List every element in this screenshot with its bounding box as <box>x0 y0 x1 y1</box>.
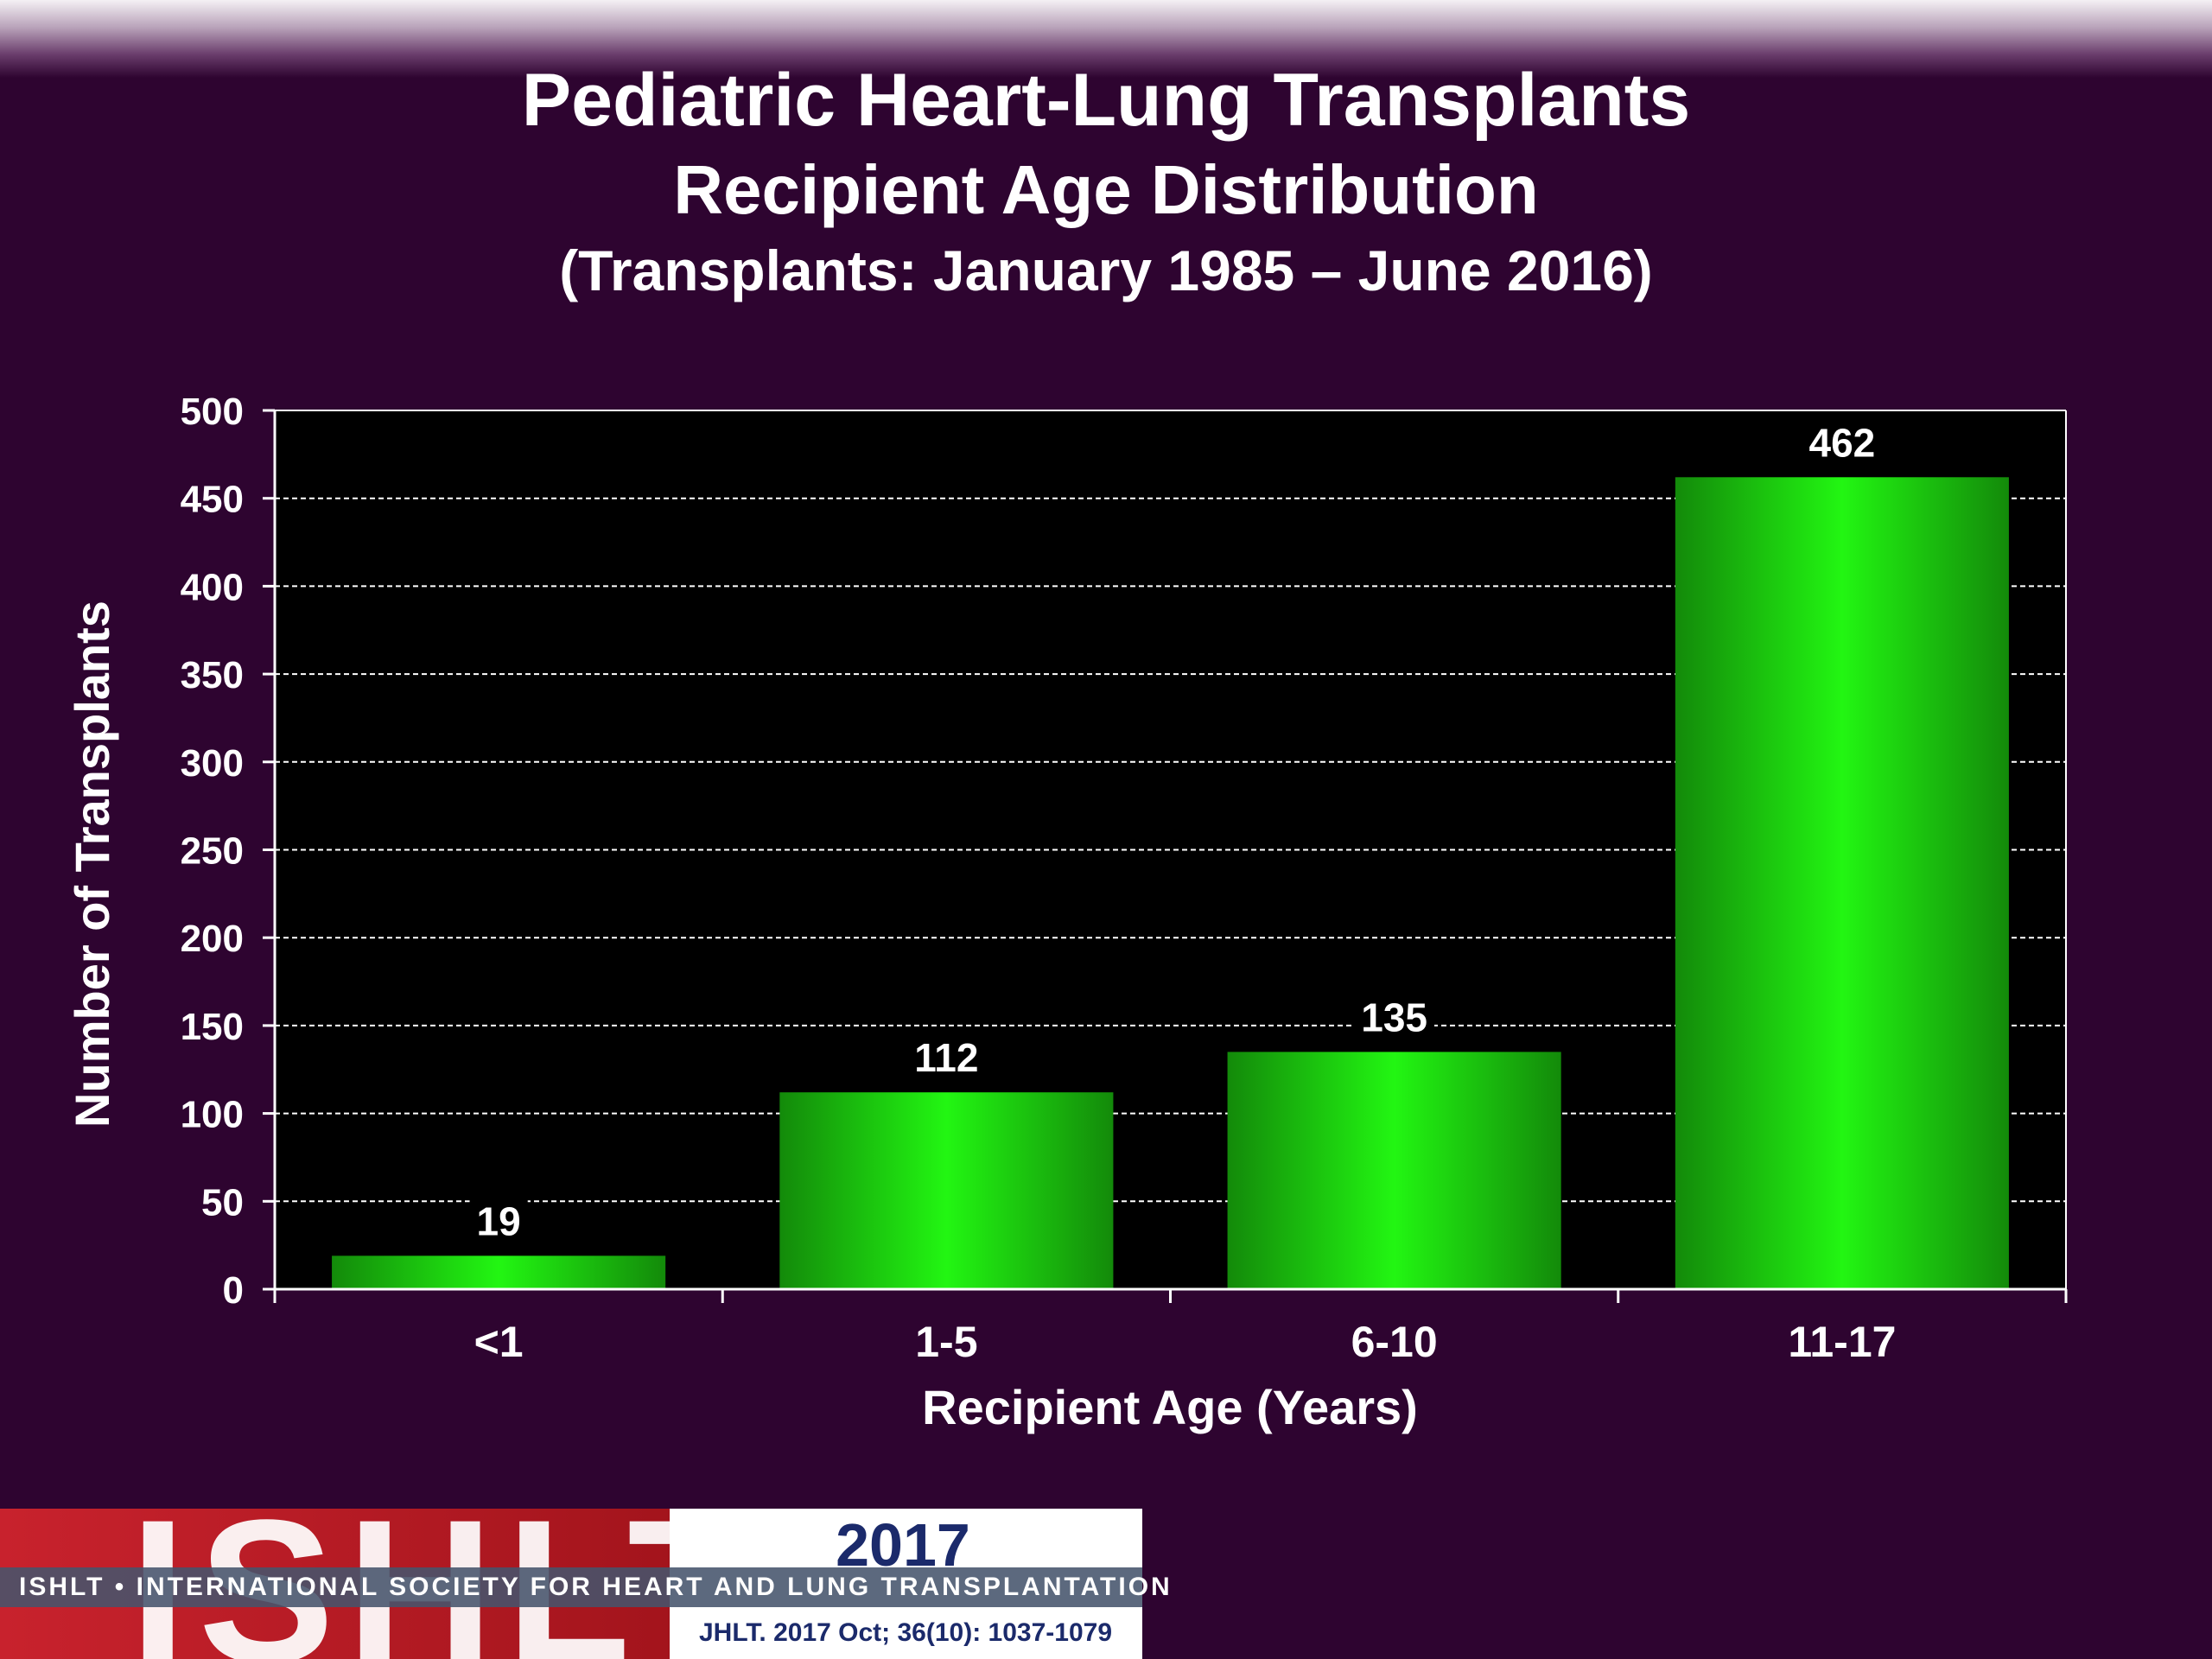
y-tick-label: 50 <box>201 1181 244 1224</box>
data-label-background <box>1802 416 1883 469</box>
title-block: Pediatric Heart-Lung Transplants Recipie… <box>0 54 2212 308</box>
x-axis-title: Recipient Age (Years) <box>922 1380 1418 1434</box>
bar-chart: 0 50 100 150 200 250 300 350 400 450 500 19 <1 112 1-5… <box>65 391 2068 1434</box>
journal-citation: JHLT. 2017 Oct; 36(10): 1037-1079 <box>698 1618 1113 1647</box>
chart-title: Pediatric Heart-Lung Transplants <box>521 59 1691 142</box>
y-tick-label: 350 <box>181 654 244 696</box>
y-tick-label: 100 <box>181 1094 244 1136</box>
logo-band <box>0 1567 1142 1607</box>
x-tick-label: 1-5 <box>915 1318 977 1366</box>
data-label: 462 <box>1809 420 1876 465</box>
labels: 0 50 100 150 200 250 300 350 400 450 500 19 <1 112 1-5… <box>181 391 1897 1366</box>
bar-1 <box>779 1092 1114 1289</box>
y-tick-label: 400 <box>181 566 244 608</box>
y-tick-label: 500 <box>181 391 244 433</box>
data-label: 112 <box>914 1035 978 1080</box>
data-label-background <box>907 1032 986 1084</box>
y-tick-label: 150 <box>181 1006 244 1048</box>
logo-band-text: ISHLT • INTERNATIONAL SOCIETY FOR HEART … <box>19 1573 1173 1601</box>
x-tick-label: <1 <box>474 1318 524 1366</box>
bars <box>332 477 2009 1289</box>
data-label-background <box>469 1195 528 1248</box>
top-gradient-band <box>0 0 2212 78</box>
data-label: 135 <box>1361 995 1427 1039</box>
axes <box>263 409 2068 1303</box>
y-tick-label: 450 <box>181 479 244 521</box>
y-tick-label: 200 <box>181 918 244 960</box>
bar-0 <box>332 1255 666 1289</box>
data-label-background <box>1354 991 1434 1044</box>
chart-date-range: (Transplants: January 1985 – June 2016) <box>559 238 1653 302</box>
bar-3 <box>1675 477 2009 1289</box>
bar-2 <box>1227 1052 1561 1289</box>
ishlt-footer-logo: ISHLT 2017 ISHLT • INTERNATIONAL SOCIETY… <box>0 1509 1170 1659</box>
data-label: 19 <box>477 1198 521 1243</box>
y-axis-title: Number of Transplants <box>65 601 119 1128</box>
y-tick-label: 250 <box>181 830 244 873</box>
x-tick-label: 6-10 <box>1351 1318 1438 1366</box>
y-tick-label: 0 <box>223 1269 244 1312</box>
x-tick-label: 11-17 <box>1788 1318 1896 1366</box>
y-tick-label: 300 <box>181 742 244 785</box>
chart-subtitle: Recipient Age Distribution <box>673 151 1539 228</box>
